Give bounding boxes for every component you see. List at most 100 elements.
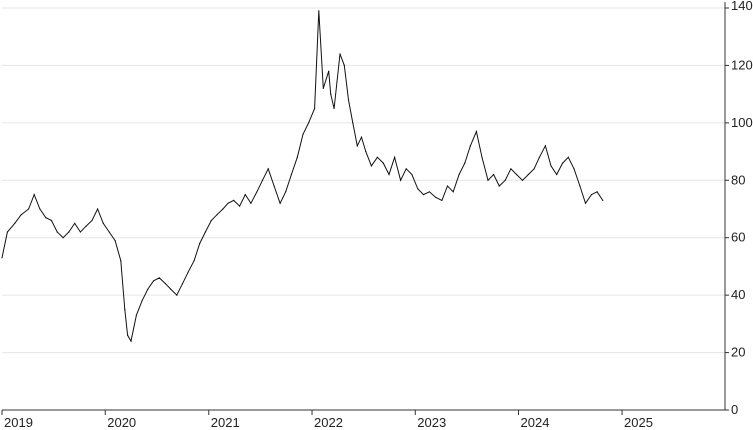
data-point	[28, 208, 30, 210]
x-axis-tick-labels: 2019 2020 2021 2022 2023 2024 2025	[4, 415, 653, 430]
data-point	[267, 168, 269, 170]
data-point	[504, 179, 506, 181]
data-point	[527, 173, 530, 176]
data-point	[85, 225, 87, 227]
data-point	[417, 188, 419, 190]
data-point	[120, 260, 122, 262]
price-series-line	[1, 10, 604, 343]
x-tick-label: 2020	[107, 415, 136, 430]
data-point	[382, 162, 384, 164]
data-point	[114, 240, 116, 242]
data-point	[127, 334, 129, 336]
x-tick-label: 2019	[4, 415, 33, 430]
data-point	[33, 194, 35, 196]
data-point	[510, 168, 512, 170]
data-point	[475, 130, 477, 133]
data-point	[170, 288, 172, 290]
data-point	[328, 70, 330, 72]
data-point	[256, 191, 258, 193]
data-point	[193, 260, 195, 262]
data-point	[244, 194, 246, 196]
data-point	[164, 283, 167, 285]
data-point	[515, 173, 518, 176]
data-point	[239, 205, 241, 207]
data-point	[233, 199, 235, 201]
gridlines	[2, 7, 725, 354]
data-point	[435, 196, 437, 199]
data-point	[556, 173, 558, 176]
data-point	[181, 283, 184, 285]
data-point	[130, 340, 132, 342]
data-point	[469, 145, 471, 147]
data-point	[464, 162, 466, 164]
data-point	[579, 185, 581, 187]
y-tick-label: 40	[731, 287, 745, 302]
data-point	[602, 199, 604, 201]
data-point	[352, 122, 354, 124]
data-point	[339, 53, 341, 55]
data-point	[487, 179, 489, 181]
x-tick-label: 2024	[521, 415, 550, 430]
data-point	[573, 168, 575, 170]
data-point	[584, 202, 587, 204]
x-tick-label: 2025	[624, 415, 653, 430]
data-point	[365, 151, 367, 153]
data-point	[50, 219, 53, 222]
data-point	[458, 173, 460, 176]
data-point	[521, 179, 524, 181]
data-point	[45, 217, 47, 219]
data-point	[493, 173, 495, 176]
data-point	[314, 107, 316, 110]
data-point	[176, 294, 178, 296]
data-point	[400, 179, 402, 181]
data-point	[261, 179, 264, 181]
x-tick-label: 2022	[314, 415, 343, 430]
y-axis-tick-labels: 0 20 40 60 80 100 120 140	[731, 0, 753, 417]
data-point	[590, 194, 593, 196]
data-point	[79, 231, 81, 233]
data-point	[360, 136, 363, 138]
data-point	[279, 202, 281, 204]
data-point	[6, 231, 8, 233]
data-point	[290, 173, 292, 176]
data-point	[56, 231, 58, 233]
data-point	[441, 199, 443, 201]
data-point	[296, 156, 298, 158]
data-point	[302, 133, 304, 135]
data-point	[411, 173, 413, 176]
data-point	[538, 156, 541, 158]
data-point	[318, 10, 320, 12]
data-point	[141, 300, 143, 302]
data-point	[330, 93, 332, 95]
data-point	[216, 214, 218, 216]
data-point	[153, 280, 155, 282]
data-point	[428, 191, 430, 193]
data-point	[333, 107, 335, 110]
data-point	[74, 222, 76, 224]
data-point	[1, 257, 3, 259]
x-tick-label: 2021	[211, 415, 240, 430]
y-tick-label: 0	[731, 402, 738, 417]
data-point	[39, 208, 41, 210]
data-point	[596, 191, 598, 193]
data-point	[562, 162, 564, 164]
data-point	[210, 219, 212, 222]
data-point	[158, 277, 160, 279]
series-layer	[1, 10, 604, 343]
data-point	[322, 87, 324, 89]
data-point	[550, 165, 552, 167]
data-point	[250, 202, 252, 204]
data-point	[446, 185, 449, 187]
data-point	[533, 168, 535, 170]
data-point	[97, 208, 99, 210]
data-point	[62, 237, 64, 239]
x-tick-label: 2023	[417, 415, 446, 430]
data-point	[187, 271, 189, 273]
data-point	[108, 231, 110, 233]
data-point	[124, 308, 126, 311]
data-point	[452, 191, 454, 193]
y-tick-label: 100	[731, 115, 753, 130]
data-point	[498, 185, 500, 187]
